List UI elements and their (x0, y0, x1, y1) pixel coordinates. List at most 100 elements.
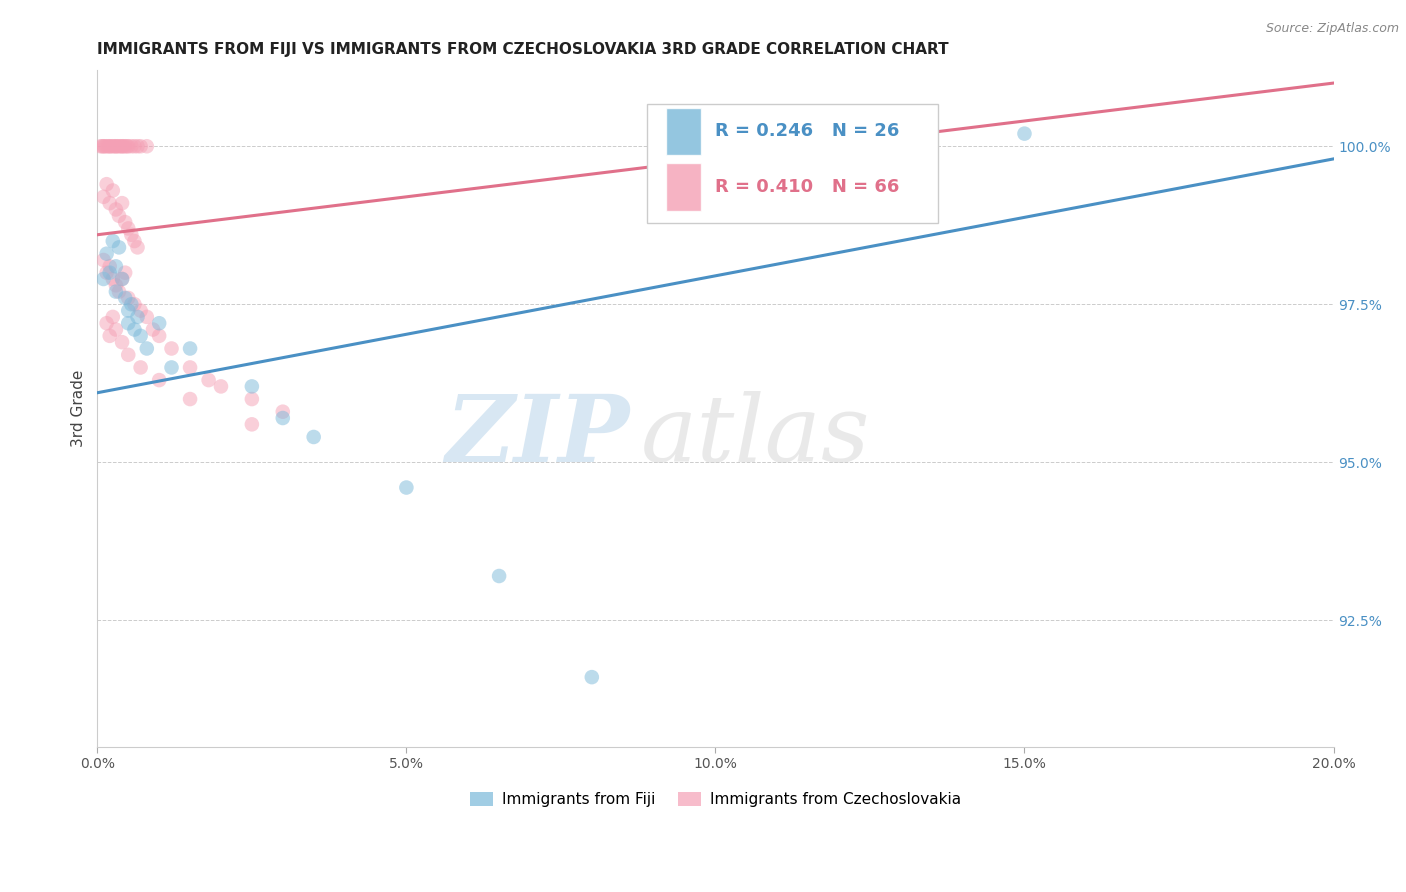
Point (114, 266, 136, 280)
Point (111, 335, 134, 350)
Point (115, 139, 138, 153)
Point (179, 342, 201, 356)
Point (209, 379, 232, 393)
Point (127, 310, 149, 324)
Point (110, 139, 132, 153)
FancyBboxPatch shape (666, 108, 700, 155)
Point (104, 278, 127, 293)
Point (120, 139, 142, 153)
Point (98, 139, 121, 153)
Point (97, 139, 120, 153)
Point (129, 360, 152, 375)
Point (105, 139, 128, 153)
Point (114, 291, 136, 305)
Point (104, 202, 127, 217)
Point (111, 196, 134, 211)
Point (93, 253, 115, 268)
Point (108, 209, 131, 223)
Point (124, 297, 146, 311)
Point (488, 569, 510, 583)
Point (179, 392, 201, 406)
Point (240, 379, 263, 393)
Point (302, 430, 325, 444)
Point (142, 322, 165, 336)
Point (135, 342, 157, 356)
Point (111, 272, 134, 286)
Text: atlas: atlas (641, 391, 870, 481)
Point (117, 221, 139, 235)
Point (271, 411, 294, 425)
Point (91, 139, 114, 153)
Point (111, 272, 134, 286)
Point (101, 234, 124, 248)
Point (160, 360, 183, 375)
Point (108, 285, 131, 299)
Point (120, 297, 142, 311)
Point (127, 139, 149, 153)
Point (135, 310, 157, 324)
Text: R = 0.246   N = 26: R = 0.246 N = 26 (716, 122, 900, 140)
Point (148, 329, 170, 343)
Point (129, 329, 152, 343)
Y-axis label: 3rd Grade: 3rd Grade (72, 370, 86, 447)
Text: IMMIGRANTS FROM FIJI VS IMMIGRANTS FROM CZECHOSLOVAKIA 3RD GRADE CORRELATION CHA: IMMIGRANTS FROM FIJI VS IMMIGRANTS FROM … (97, 42, 949, 57)
Point (104, 139, 127, 153)
Point (89, 139, 111, 153)
Text: Source: ZipAtlas.com: Source: ZipAtlas.com (1265, 22, 1399, 36)
Point (108, 139, 131, 153)
Point (101, 139, 124, 153)
Point (179, 360, 201, 375)
Point (117, 303, 139, 318)
Point (240, 417, 263, 432)
Point (98, 260, 121, 274)
Point (117, 291, 139, 305)
Point (271, 405, 294, 419)
Point (94, 139, 117, 153)
Point (160, 342, 183, 356)
Point (93, 139, 115, 153)
FancyBboxPatch shape (647, 104, 938, 223)
Point (101, 184, 124, 198)
Point (100, 139, 122, 153)
Point (98, 196, 121, 211)
Point (101, 310, 124, 324)
Point (111, 139, 134, 153)
Legend: Immigrants from Fiji, Immigrants from Czechoslovakia: Immigrants from Fiji, Immigrants from Cz… (464, 786, 967, 814)
Point (96, 266, 118, 280)
Text: ZIP: ZIP (444, 391, 628, 481)
Point (114, 139, 136, 153)
Point (104, 285, 127, 299)
Point (96, 139, 118, 153)
Point (104, 139, 127, 153)
Point (1014, 127, 1036, 141)
Point (135, 139, 157, 153)
Point (124, 234, 146, 248)
Point (101, 272, 124, 286)
Point (197, 373, 219, 387)
Text: R = 0.410   N = 66: R = 0.410 N = 66 (716, 178, 900, 196)
Point (96, 316, 118, 330)
Point (117, 139, 139, 153)
Point (120, 227, 142, 242)
Point (129, 303, 152, 318)
Point (104, 322, 127, 336)
Point (124, 139, 146, 153)
Point (112, 139, 135, 153)
Point (395, 481, 418, 495)
Point (117, 316, 139, 330)
Point (124, 322, 146, 336)
FancyBboxPatch shape (666, 163, 700, 211)
Point (129, 139, 152, 153)
Point (96, 246, 118, 260)
Point (98, 329, 121, 343)
Point (93, 272, 115, 286)
Point (104, 260, 127, 274)
Point (96, 177, 118, 191)
Point (117, 348, 139, 362)
Point (108, 240, 131, 254)
Point (148, 373, 170, 387)
Point (98, 266, 121, 280)
Point (581, 670, 603, 684)
Point (93, 190, 115, 204)
Point (114, 215, 136, 229)
